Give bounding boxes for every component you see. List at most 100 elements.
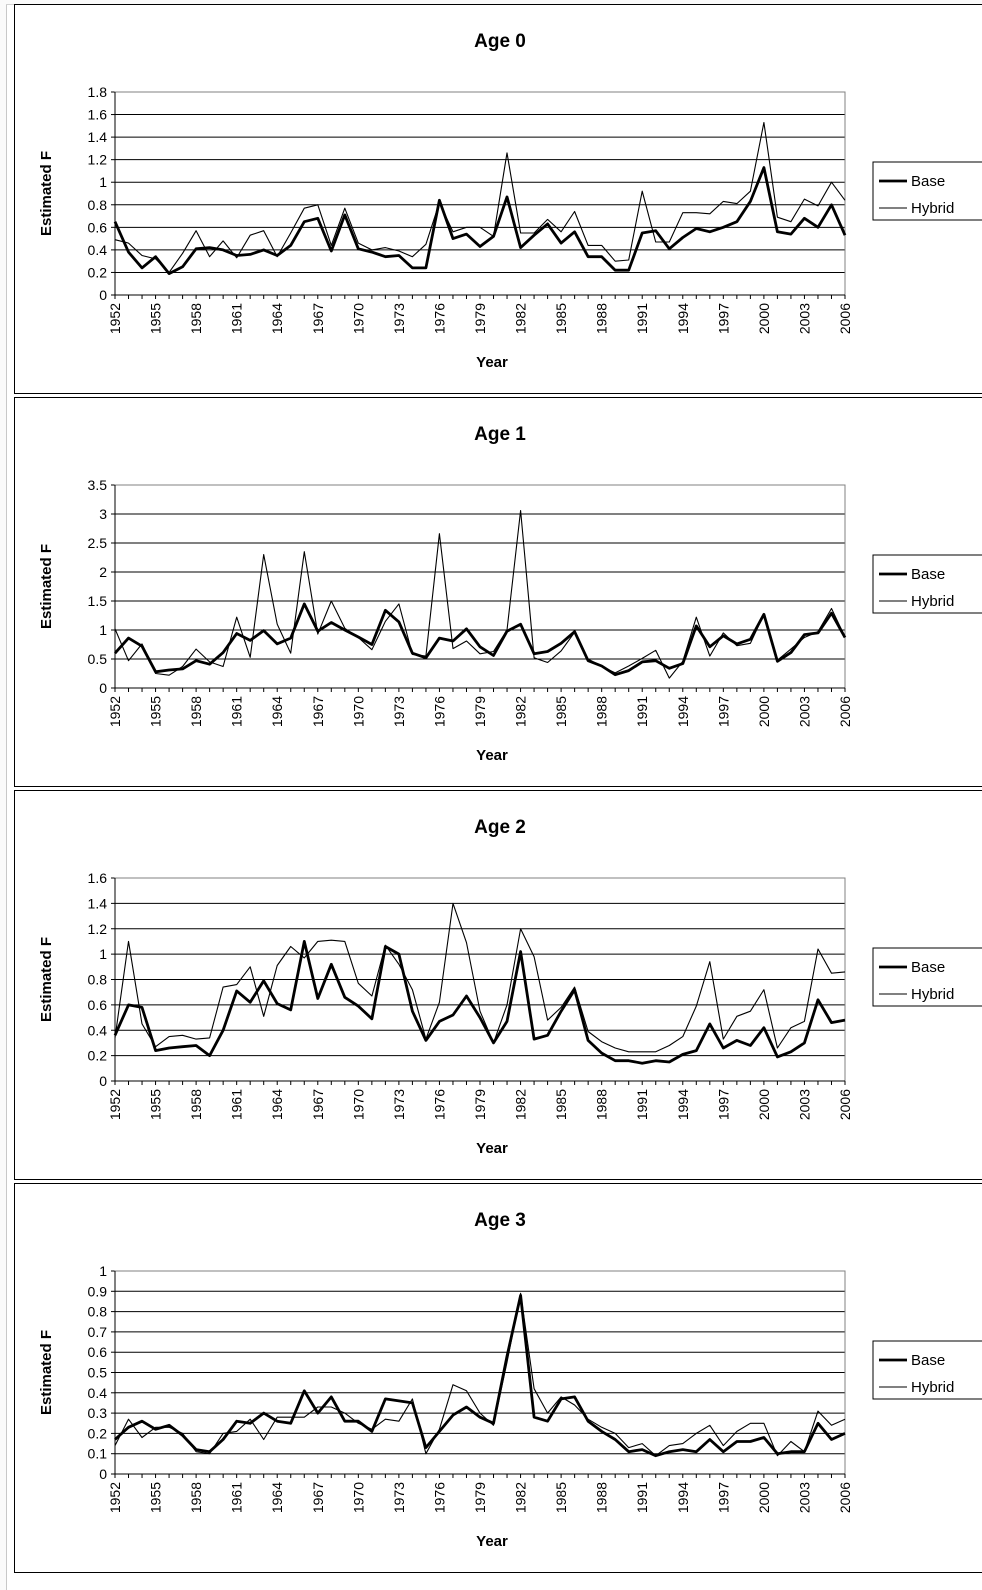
x-tick-label: 1991 xyxy=(634,1482,650,1513)
y-tick-label: 0.5 xyxy=(88,651,108,667)
y-tick-label: 1 xyxy=(99,622,107,638)
x-tick-label: 1970 xyxy=(350,1089,366,1120)
series-line-hybrid xyxy=(114,509,846,679)
x-tick-label: 1979 xyxy=(472,1089,488,1120)
chart-panel-age-0: Age 0 0 0.2 0.4 0.6 0.8 1 1.2 1.4 1.6 1.8 1952 1955 1… xyxy=(14,4,982,394)
series-line-base xyxy=(113,602,847,677)
x-tick-label: 1994 xyxy=(675,1089,691,1120)
y-tick-label: 1.6 xyxy=(88,870,108,886)
x-tick-label: 1982 xyxy=(513,303,529,334)
y-tick-label: 0.2 xyxy=(88,264,108,280)
x-tick-label: 1988 xyxy=(594,1089,610,1120)
y-axis-label: Estimated F xyxy=(38,1330,55,1415)
legend-box xyxy=(872,161,982,221)
x-tick-label: 2003 xyxy=(796,1482,812,1513)
legend-box xyxy=(872,947,982,1007)
y-axis-label: Estimated F xyxy=(38,544,55,629)
x-tick-label: 1955 xyxy=(148,696,164,727)
legend-label-hybrid: Hybrid xyxy=(911,200,954,217)
x-tick-label: 1991 xyxy=(634,1089,650,1120)
x-tick-label: 1973 xyxy=(391,303,407,334)
y-tick-label: 0.8 xyxy=(88,197,108,213)
x-tick-label: 1997 xyxy=(715,696,731,727)
x-tick-label: 1961 xyxy=(229,1482,245,1513)
y-tick-label: 0.3 xyxy=(88,1405,108,1421)
legend-box xyxy=(872,1340,982,1400)
y-tick-label: 0.6 xyxy=(88,1344,108,1360)
x-tick-label: 1955 xyxy=(148,303,164,334)
legend-box xyxy=(872,554,982,614)
chart-title: Age 3 xyxy=(474,1210,526,1231)
chart-age-2: Age 2 0 0.2 0.4 0.6 0.8 1 1.2 1.4 1.6 1952 1955 1958… xyxy=(38,817,982,1157)
x-tick-label: 1964 xyxy=(269,1089,285,1120)
x-tick-label: 1985 xyxy=(553,303,569,334)
x-tick-label: 1979 xyxy=(472,696,488,727)
plot-area xyxy=(114,484,846,689)
legend: Base Hybrid xyxy=(872,554,982,614)
y-tick-label: 0.5 xyxy=(88,1365,108,1381)
chart-title: Age 0 xyxy=(474,31,526,52)
x-tick-label: 1970 xyxy=(350,303,366,334)
x-tick-label: 1973 xyxy=(391,1482,407,1513)
legend-label-base: Base xyxy=(911,566,945,583)
x-tick-label: 2000 xyxy=(756,1482,772,1513)
x-tick-label: 1988 xyxy=(594,1482,610,1513)
x-tick-label: 2006 xyxy=(837,1482,853,1513)
x-tick-label: 1961 xyxy=(229,1089,245,1120)
x-axis-label: Year xyxy=(476,354,508,371)
x-axis-label: Year xyxy=(476,747,508,764)
series-line-hybrid xyxy=(114,902,846,1053)
x-tick-label: 1952 xyxy=(107,1089,123,1120)
x-tick-label: 1982 xyxy=(513,1089,529,1120)
y-tick-label: 1.8 xyxy=(88,84,108,100)
x-tick-label: 1955 xyxy=(148,1482,164,1513)
chart-panel-age-1: Age 1 0 0.5 1 1.5 2 2.5 3 3.5 1952 1955 1958 1961 196… xyxy=(14,397,982,787)
x-tick-label: 2003 xyxy=(796,696,812,727)
y-tick-label: 0.8 xyxy=(88,1304,108,1320)
y-tick-label: 0.4 xyxy=(88,1022,108,1038)
x-tick-label: 1964 xyxy=(269,303,285,334)
legend: Base Hybrid xyxy=(872,1340,982,1400)
x-tick-label: 1985 xyxy=(553,696,569,727)
legend-label-hybrid: Hybrid xyxy=(911,986,954,1003)
y-tick-label: 1.4 xyxy=(88,129,108,145)
x-tick-label: 1985 xyxy=(553,1089,569,1120)
y-tick-label: 0.6 xyxy=(88,219,108,235)
x-tick-label: 1955 xyxy=(148,1089,164,1120)
x-tick-label: 1979 xyxy=(472,303,488,334)
series-line-base xyxy=(113,166,847,276)
x-tick-label: 1967 xyxy=(310,1482,326,1513)
x-tick-label: 1976 xyxy=(431,1482,447,1513)
chart-title: Age 1 xyxy=(474,424,526,445)
y-tick-label: 2.5 xyxy=(88,535,108,551)
vertical-ruler xyxy=(0,0,7,1590)
legend-label-base: Base xyxy=(911,1352,945,1369)
x-tick-label: 1997 xyxy=(715,1482,731,1513)
x-tick-label: 2000 xyxy=(756,696,772,727)
x-tick-label: 1991 xyxy=(634,303,650,334)
y-tick-label: 1.2 xyxy=(88,921,108,937)
chart-age-3: Age 3 0 0.1 0.2 0.3 0.4 0.5 0.6 0.7 0.8 0.9 1 1952 19… xyxy=(38,1210,982,1550)
series-line-hybrid xyxy=(114,121,846,273)
legend: Base Hybrid xyxy=(872,161,982,221)
y-axis-label: Estimated F xyxy=(38,151,55,236)
x-tick-label: 1988 xyxy=(594,696,610,727)
y-tick-label: 0.6 xyxy=(88,997,108,1013)
y-tick-label: 0.4 xyxy=(88,242,108,258)
series-line-base xyxy=(113,939,846,1065)
x-tick-label: 1961 xyxy=(229,303,245,334)
legend: Base Hybrid xyxy=(872,947,982,1007)
x-tick-label: 2000 xyxy=(756,1089,772,1120)
legend-label-base: Base xyxy=(911,173,945,190)
x-tick-label: 1976 xyxy=(431,696,447,727)
x-tick-label: 1958 xyxy=(188,1482,204,1513)
y-tick-label: 0.9 xyxy=(88,1283,108,1299)
x-tick-label: 2003 xyxy=(796,303,812,334)
x-tick-label: 2006 xyxy=(837,1089,853,1120)
y-tick-label: 1.6 xyxy=(88,107,108,123)
x-tick-label: 1970 xyxy=(350,696,366,727)
x-tick-label: 1973 xyxy=(391,1089,407,1120)
y-tick-label: 1 xyxy=(99,946,107,962)
chart-title: Age 2 xyxy=(474,817,526,838)
x-tick-label: 1982 xyxy=(513,1482,529,1513)
